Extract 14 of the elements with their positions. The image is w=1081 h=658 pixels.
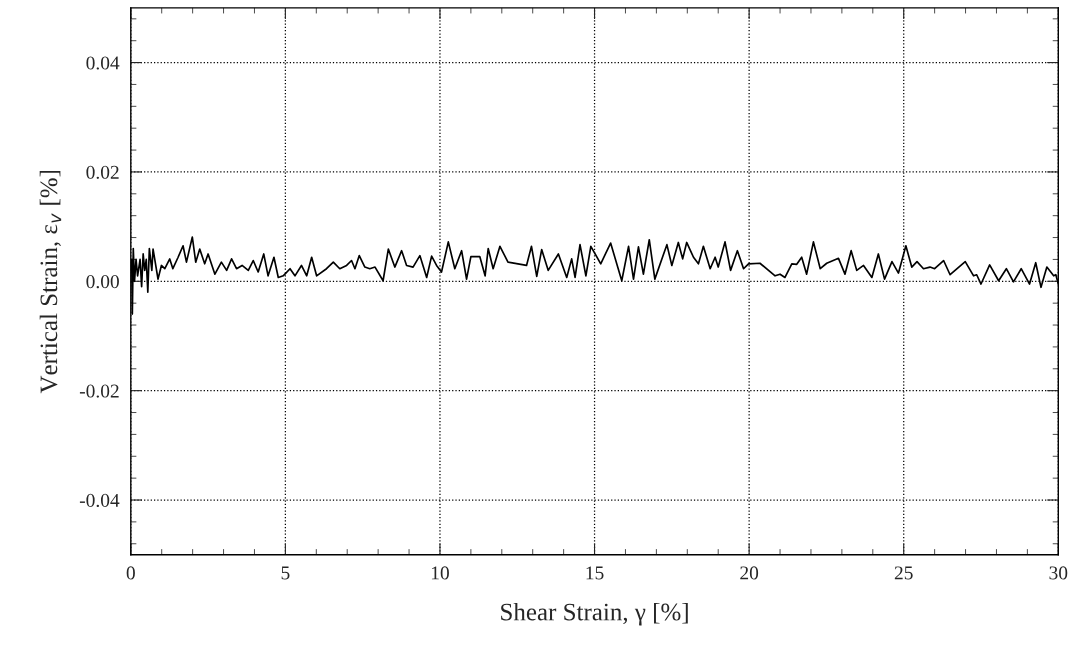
x-tick-label: 0 <box>126 566 135 580</box>
y-tick-label: 0.04 <box>86 56 120 70</box>
y-tick-label: -0.02 <box>79 384 119 398</box>
y-tick-label: 0.02 <box>86 165 119 179</box>
x-tick-label: 25 <box>894 566 913 580</box>
x-tick-label: 30 <box>1049 566 1068 580</box>
x-tick-label: 20 <box>740 566 759 580</box>
x-axis-title: Shear Strain, γ [%] <box>501 602 688 626</box>
y-tick-label: 0.00 <box>86 275 119 289</box>
x-tick-label: 5 <box>281 566 290 580</box>
y-axis-title: Vertical Strain, ε$_{v}$ [%] <box>39 170 62 394</box>
y-tick-label: -0.04 <box>79 493 120 508</box>
x-tick-label: 10 <box>431 566 449 580</box>
x-tick-label: 15 <box>586 566 604 580</box>
